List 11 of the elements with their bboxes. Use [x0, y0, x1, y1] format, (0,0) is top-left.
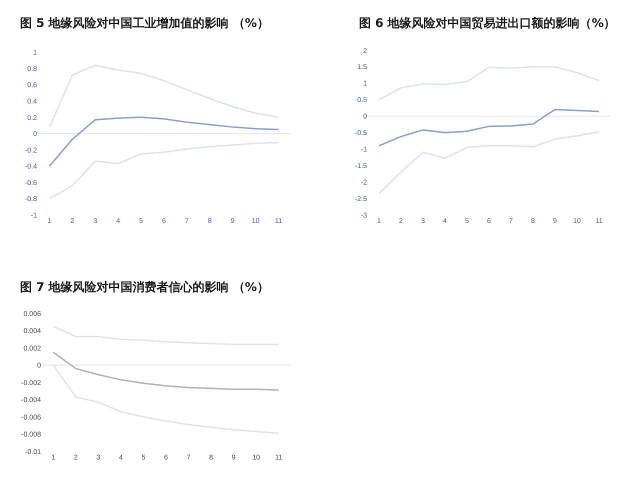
line-series [378, 131, 600, 194]
line-series [52, 326, 280, 346]
line-series [378, 66, 600, 100]
line-series [48, 64, 280, 128]
line-series [52, 351, 280, 391]
line-series [378, 108, 600, 146]
chart-title: 图 7 地缘风险对中国消费者信心的影响 （%） [20, 280, 269, 294]
chart-title: 图 6 地缘风险对中国贸易进出口额的影响（%） [359, 16, 616, 30]
line-series [48, 142, 280, 200]
line-series [48, 116, 280, 167]
chart-title: 图 5 地缘风险对中国工业增加值的影响 （%） [20, 16, 269, 30]
